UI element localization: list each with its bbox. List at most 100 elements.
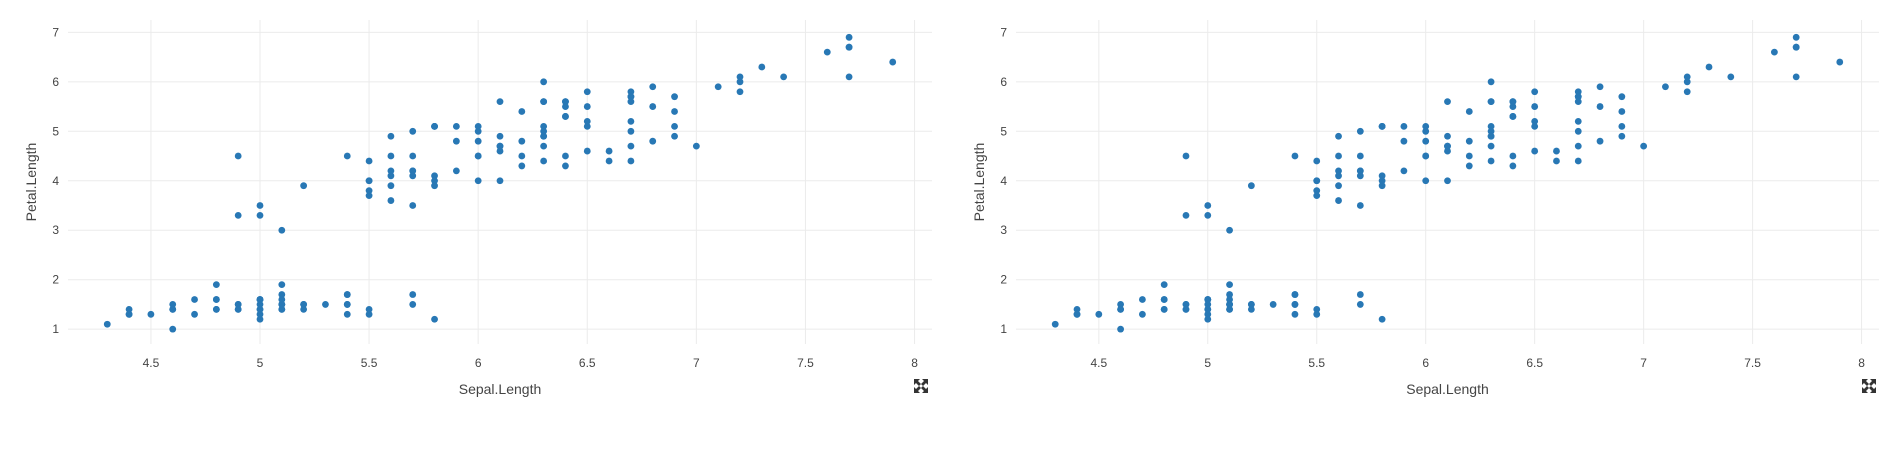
data-point[interactable] [583,118,591,125]
data-point[interactable] [1705,63,1713,71]
data-point[interactable] [1618,122,1626,130]
data-point[interactable] [562,152,569,160]
data-point[interactable] [431,182,438,190]
data-point[interactable] [649,83,657,91]
data-point[interactable] [1465,162,1473,170]
data-point[interactable] [1422,177,1430,185]
data-point[interactable] [1509,162,1517,170]
data-points[interactable] [1051,33,1844,333]
data-point[interactable] [1182,305,1190,313]
data-point[interactable] [1356,167,1364,175]
data-point[interactable] [1138,296,1146,303]
data-point[interactable] [1160,305,1168,313]
data-point[interactable] [1291,152,1299,160]
data-point[interactable] [671,132,678,140]
data-point[interactable] [474,122,482,130]
data-point[interactable] [1335,197,1342,204]
data-point[interactable] [1378,315,1386,323]
data-point[interactable] [671,108,678,115]
data-point[interactable] [583,147,591,155]
data-point[interactable] [1683,73,1691,81]
data-point[interactable] [1073,305,1081,313]
data-point[interactable] [431,172,438,180]
data-point[interactable] [1400,122,1408,130]
data-point[interactable] [1335,182,1342,190]
data-point[interactable] [1487,142,1495,150]
data-point[interactable] [343,301,351,308]
data-point[interactable] [736,88,744,96]
data-point[interactable] [562,103,569,110]
data-point[interactable] [1596,103,1604,110]
data-point[interactable] [1182,301,1190,308]
data-point[interactable] [343,310,351,318]
data-point[interactable] [256,301,264,308]
data-point[interactable] [278,291,286,298]
data-point[interactable] [671,122,678,130]
data-point[interactable] [1226,281,1233,289]
data-point[interactable] [1683,78,1691,86]
data-point[interactable] [1356,202,1364,209]
data-point[interactable] [191,310,198,318]
expand-icon[interactable] [913,378,929,394]
data-point[interactable] [191,296,198,303]
data-point[interactable] [1444,98,1451,106]
data-point[interactable] [1313,192,1321,200]
data-point[interactable] [1247,301,1255,308]
data-point[interactable] [1487,122,1495,130]
data-point[interactable] [1313,305,1321,313]
data-point[interactable] [1770,48,1778,56]
data-point[interactable] [1509,103,1517,110]
data-point[interactable] [212,305,220,313]
data-point[interactable] [1727,73,1735,81]
data-point[interactable] [845,33,853,41]
data-point[interactable] [1574,142,1582,150]
data-point[interactable] [583,88,591,96]
data-point[interactable] [1226,305,1233,313]
data-point[interactable] [692,142,700,150]
data-point[interactable] [823,48,831,56]
data-point[interactable] [1487,157,1495,165]
data-point[interactable] [1226,301,1233,308]
data-point[interactable] [496,142,504,150]
data-point[interactable] [256,310,264,318]
data-point[interactable] [1444,132,1451,140]
data-point[interactable] [212,281,220,289]
data-point[interactable] [1204,301,1212,308]
data-point[interactable] [212,296,220,303]
data-point[interactable] [278,226,286,234]
data-point[interactable] [322,301,329,308]
data-point[interactable] [562,113,569,120]
data-point[interactable] [234,305,242,313]
data-point[interactable] [1531,103,1539,110]
data-point[interactable] [1444,147,1451,155]
data-point[interactable] [518,152,526,160]
data-point[interactable] [1487,132,1495,140]
data-point[interactable] [1596,83,1604,91]
data-point[interactable] [1313,157,1321,165]
expand-icon[interactable] [1861,378,1877,394]
data-point[interactable] [1444,142,1451,150]
data-point[interactable] [103,320,111,328]
data-point[interactable] [1422,137,1430,145]
data-point[interactable] [627,118,635,125]
data-point[interactable] [256,202,264,209]
data-point[interactable] [1487,78,1495,86]
data-point[interactable] [409,202,417,209]
data-point[interactable] [780,73,788,81]
data-point[interactable] [1356,127,1364,135]
data-point[interactable] [365,192,373,200]
data-point[interactable] [1792,33,1800,41]
data-point[interactable] [474,137,482,145]
data-point[interactable] [1422,127,1430,135]
data-point[interactable] [1509,98,1517,106]
data-point[interactable] [736,73,744,81]
data-point[interactable] [1204,315,1212,323]
data-point[interactable] [496,132,504,140]
data-point[interactable] [409,152,417,160]
data-point[interactable] [1313,310,1321,318]
data-point[interactable] [1204,305,1212,313]
data-point[interactable] [562,162,569,170]
data-point[interactable] [452,137,460,145]
data-point[interactable] [1574,127,1582,135]
data-point[interactable] [1204,296,1212,303]
